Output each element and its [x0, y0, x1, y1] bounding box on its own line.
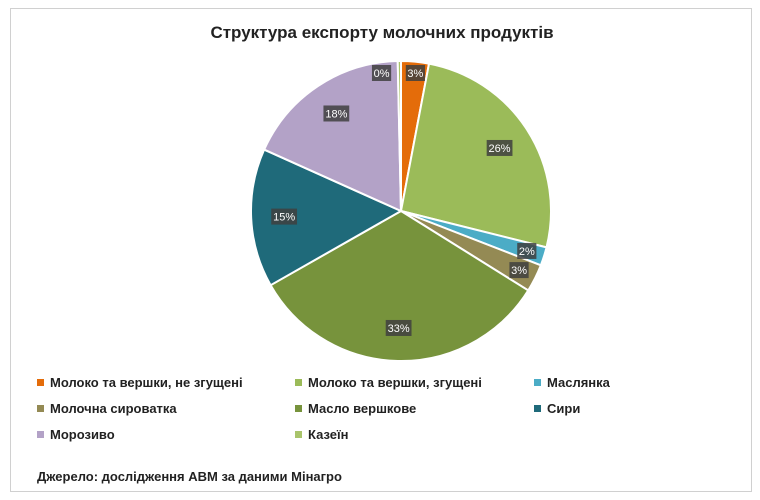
data-label-7: 0% — [371, 65, 392, 81]
pie-slice-5 — [250, 148, 404, 287]
pie-slice-7 — [396, 59, 402, 212]
source-note: Джерело: дослідження АВМ за даними Мінаг… — [37, 469, 342, 484]
data-label-4: 33% — [385, 319, 412, 336]
legend-label-6: Морозиво — [50, 427, 115, 442]
svg-text:18%: 18% — [325, 108, 347, 120]
legend-swatch-1 — [295, 379, 302, 386]
legend-item-7: Казеїн — [295, 427, 349, 442]
legend-item-0: Молоко та вершки, не згущені — [37, 375, 243, 390]
legend-item-4: Масло вершкове — [295, 401, 416, 416]
legend-swatch-4 — [295, 405, 302, 412]
legend-swatch-3 — [37, 405, 44, 412]
svg-text:26%: 26% — [489, 143, 511, 155]
data-label-2: 2% — [517, 242, 537, 259]
svg-text:3%: 3% — [511, 265, 527, 277]
data-label-3: 3% — [509, 262, 529, 279]
legend-swatch-6 — [37, 431, 44, 438]
data-label-6: 18% — [323, 105, 350, 122]
svg-text:33%: 33% — [388, 323, 410, 335]
legend-swatch-7 — [295, 431, 302, 438]
legend-swatch-5 — [534, 405, 541, 412]
legend-item-5: Сири — [534, 401, 580, 416]
pie-slice-6 — [262, 60, 403, 213]
legend-label-0: Молоко та вершки, не згущені — [50, 375, 243, 390]
svg-text:0%: 0% — [374, 68, 390, 80]
chart-frame: Структура експорту молочних продуктів 3%… — [10, 8, 752, 492]
data-label-0: 3% — [405, 65, 425, 81]
legend-label-4: Масло вершкове — [308, 401, 417, 416]
data-label-5: 15% — [271, 208, 298, 225]
legend-label-1: Молоко та вершки, згущені — [308, 375, 482, 390]
legend-label-5: Сири — [547, 401, 581, 416]
legend-label-2: Маслянка — [547, 375, 610, 390]
legend-item-1: Молоко та вершки, згущені — [295, 375, 482, 390]
data-label-1: 26% — [486, 139, 513, 156]
legend-item-3: Молочна сироватка — [37, 401, 177, 416]
legend-swatch-0 — [37, 379, 44, 386]
legend-item-6: Морозиво — [37, 427, 115, 442]
chart-title: Структура експорту молочних продуктів — [210, 23, 554, 42]
legend-item-2: Маслянка — [534, 375, 610, 390]
pie-slice-4 — [269, 209, 530, 362]
legend-label-7: Казеїн — [308, 427, 349, 442]
pie-slice-1 — [399, 62, 552, 249]
svg-text:3%: 3% — [407, 68, 423, 80]
pie-chart: 3% 26% 2% 3% 33% 15% 18% 0% — [250, 59, 552, 362]
legend-label-3: Молочна сироватка — [50, 401, 177, 416]
legend-swatch-2 — [534, 379, 541, 386]
svg-text:2%: 2% — [519, 246, 535, 258]
svg-text:15%: 15% — [273, 212, 295, 224]
